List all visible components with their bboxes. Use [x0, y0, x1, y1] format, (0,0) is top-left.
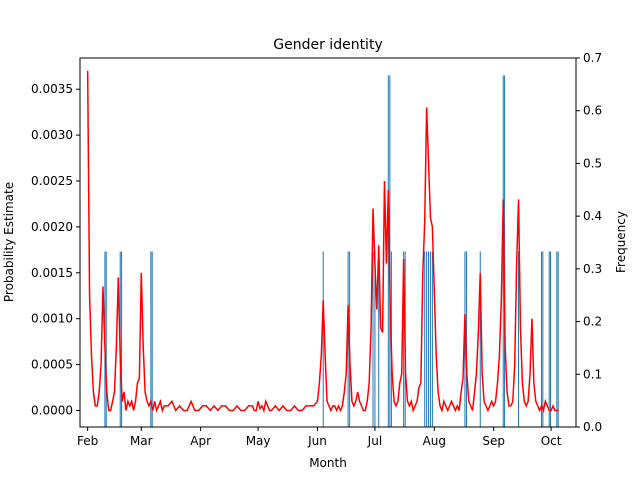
y-axis-label: Probability Estimate	[2, 182, 16, 302]
y-tick-label: 0.0035	[31, 82, 73, 96]
frequency-bar	[428, 251, 430, 427]
y2-tick-label: 0.7	[583, 51, 602, 65]
y2-tick-label: 0.3	[583, 262, 602, 276]
frequency-bar	[429, 251, 431, 427]
x-axis: Feb Mar Apr May Jun Jul Aug Sep Oct	[77, 427, 562, 448]
y2-axis-label: Frequency	[614, 211, 628, 273]
frequency-bars	[104, 75, 559, 428]
frequency-bar	[431, 251, 433, 427]
frequency-bar	[548, 251, 550, 427]
frequency-bar	[424, 251, 426, 427]
y-tick-label: 0.0010	[31, 312, 73, 326]
frequency-bar	[403, 251, 405, 427]
y-tick-label: 0.0025	[31, 174, 73, 188]
frequency-bar	[322, 251, 324, 427]
x-tick-label: Aug	[423, 434, 446, 448]
frequency-bar	[518, 251, 520, 427]
probability-series-line	[86, 70, 559, 414]
frequency-bar	[541, 251, 543, 427]
y2-tick-label: 0.2	[583, 315, 602, 329]
y2-tick-label: 0.5	[583, 156, 602, 170]
y-tick-label: 0.0020	[31, 220, 73, 234]
x-tick-label: Jun	[307, 434, 327, 448]
frequency-bar	[550, 251, 552, 427]
frequency-bar	[557, 251, 559, 427]
frequency-bar	[374, 251, 376, 427]
x-tick-label: Mar	[130, 434, 153, 448]
x-tick-label: Sep	[482, 434, 505, 448]
plot-frame	[79, 57, 577, 428]
frequency-bar	[105, 251, 107, 427]
x-tick-label: Oct	[541, 434, 562, 448]
y-axis-right: 0.0 0.1 0.2 0.3 0.4 0.5 0.6 0.7	[576, 51, 602, 434]
frequency-bar	[542, 251, 544, 427]
y-tick-label: 0.0015	[31, 266, 73, 280]
frequency-bar	[151, 251, 153, 427]
x-tick-label: May	[246, 434, 271, 448]
y2-tick-label: 0.6	[583, 104, 602, 118]
frequency-bar	[387, 75, 389, 428]
y-tick-label: 0.0005	[31, 358, 73, 372]
frequency-bar	[372, 251, 374, 427]
frequency-bar	[426, 251, 428, 427]
frequency-bar	[150, 251, 152, 427]
frequency-bar	[479, 251, 481, 427]
x-axis-label: Month	[309, 456, 347, 470]
frequency-bar	[347, 251, 349, 427]
x-tick-label: Feb	[77, 434, 98, 448]
x-tick-label: Jul	[367, 434, 382, 448]
y2-tick-label: 0.4	[583, 209, 602, 223]
y-tick-label: 0.0030	[31, 128, 73, 142]
y-tick-label: 0.0000	[31, 403, 73, 417]
x-tick-label: Apr	[190, 434, 211, 448]
y2-tick-label: 0.1	[583, 367, 602, 381]
frequency-bar	[121, 251, 123, 427]
probability-line	[86, 70, 559, 414]
frequency-bar	[378, 251, 380, 427]
y2-tick-label: 0.0	[583, 420, 602, 434]
y-axis-left: 0.0000 0.0005 0.0010 0.0015 0.0020 0.0025 0.00…	[31, 82, 80, 417]
chart-title: Gender identity	[273, 37, 382, 53]
frequency-bar	[556, 251, 558, 427]
frequency-bar	[464, 251, 466, 427]
